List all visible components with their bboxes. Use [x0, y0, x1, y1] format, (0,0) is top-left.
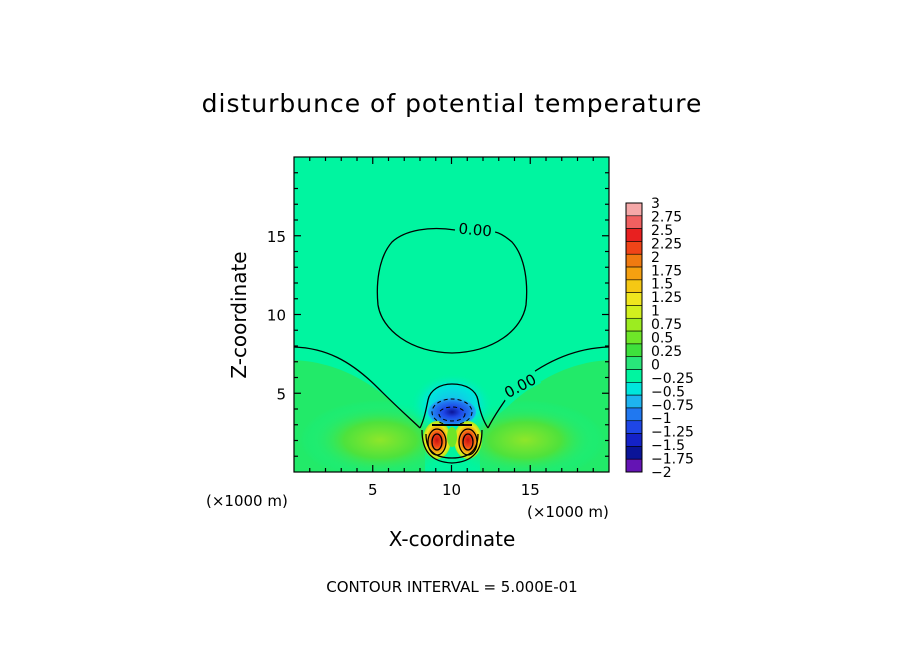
x-tick-label: 10 [442, 481, 461, 499]
contour-label-group: 0.000.00 [454, 219, 542, 402]
hot-core-left [423, 421, 451, 459]
contour-zero-neck [419, 383, 489, 429]
x-tick-label: 5 [368, 481, 378, 499]
contour-warm-1 [421, 429, 483, 464]
colorbar-swatch [625, 356, 643, 370]
colorbar-swatch [625, 279, 643, 293]
plot-area [294, 157, 609, 472]
contour-neg-1 [431, 398, 473, 426]
colorbar-label: 1.75 [651, 263, 682, 279]
colorbar-label: 0.75 [651, 317, 682, 333]
colorbar-swatch [625, 253, 643, 268]
colorbar-label: 3 [651, 196, 660, 212]
chart-title: disturbunce of potential temperature [202, 89, 703, 118]
colorbar-swatch [625, 382, 643, 396]
colorbar-swatch [625, 420, 643, 434]
colorbar-swatch [625, 394, 643, 409]
contour-interval-note: CONTOUR INTERVAL = 5.000E-01 [326, 578, 577, 596]
colorbar-swatch [625, 202, 643, 217]
colorbar-swatch [625, 369, 643, 383]
colorbar-label: 2.25 [651, 236, 682, 252]
colorbar-swatch [625, 292, 643, 306]
colorbar-label: 1 [651, 304, 660, 320]
colorbar-label: 2.5 [651, 223, 673, 239]
contour-neg-2 [438, 406, 466, 422]
colorbar-swatch [625, 241, 643, 255]
x-axis-label: X-coordinate [389, 527, 516, 551]
colorbar-swatch [625, 317, 643, 332]
contour-hot-right-inner [462, 433, 474, 451]
center-green-gap [447, 427, 457, 447]
y-unit-label: (×1000 m) [206, 492, 288, 510]
colorbar-label: 0.5 [651, 331, 673, 347]
colorbar-label: −0.75 [651, 398, 694, 414]
y-tick-label: 5 [276, 385, 286, 403]
colorbar-frame [625, 202, 643, 473]
colorbar-label: 1.5 [651, 277, 673, 293]
contour-hot-left-inner [431, 433, 443, 451]
colorbar-swatch [625, 305, 643, 319]
colorbar-label: −1 [651, 411, 672, 427]
colorbar: 32.752.52.2521.751.51.2510.750.50.250−0.… [625, 196, 694, 481]
colorbar-swatch [625, 330, 643, 345]
colorbar-swatch [625, 215, 643, 229]
contour-label: 0.00 [458, 220, 493, 241]
colorbar-label: −1.5 [651, 438, 685, 454]
colorbar-swatch [625, 407, 643, 422]
contour-zero-upper [376, 227, 528, 354]
axis-ticks [294, 157, 609, 472]
contour-lines-negative [431, 398, 473, 426]
colorbar-label: −1.25 [651, 425, 694, 441]
colorbar-swatch [625, 343, 643, 358]
colorbar-label: −1.75 [651, 452, 694, 468]
colorbar-label: 0 [651, 357, 660, 373]
y-axis-label: Z-coordinate [227, 251, 251, 378]
x-unit-label: (×1000 m) [527, 503, 609, 521]
colorbar-label: 2 [651, 250, 660, 266]
colorbar-swatch [625, 446, 643, 460]
y-tick-label: 10 [267, 307, 286, 325]
colorbar-label: −2 [651, 465, 672, 481]
colorbar-swatch [625, 458, 643, 473]
colorbar-swatch [625, 433, 643, 447]
contour-label-bg [454, 219, 496, 239]
contour-hot-left [427, 428, 447, 456]
colorbar-swatch [625, 266, 643, 281]
colorbar-swatch [625, 228, 643, 242]
colorbar-label: −0.25 [651, 371, 694, 387]
contour-label-bg [498, 368, 542, 402]
contour-hot-right [458, 428, 478, 456]
colorbar-label: 0.25 [651, 344, 682, 360]
colorbar-label: −0.5 [651, 384, 685, 400]
tick-labels: 5 10 15 5 10 15 [267, 228, 540, 499]
colorbar-label: 1.25 [651, 290, 682, 306]
x-tick-label: 15 [521, 481, 540, 499]
y-tick-label: 15 [267, 228, 286, 246]
colorbar-label: 2.75 [651, 209, 682, 225]
cold-core [428, 398, 476, 426]
